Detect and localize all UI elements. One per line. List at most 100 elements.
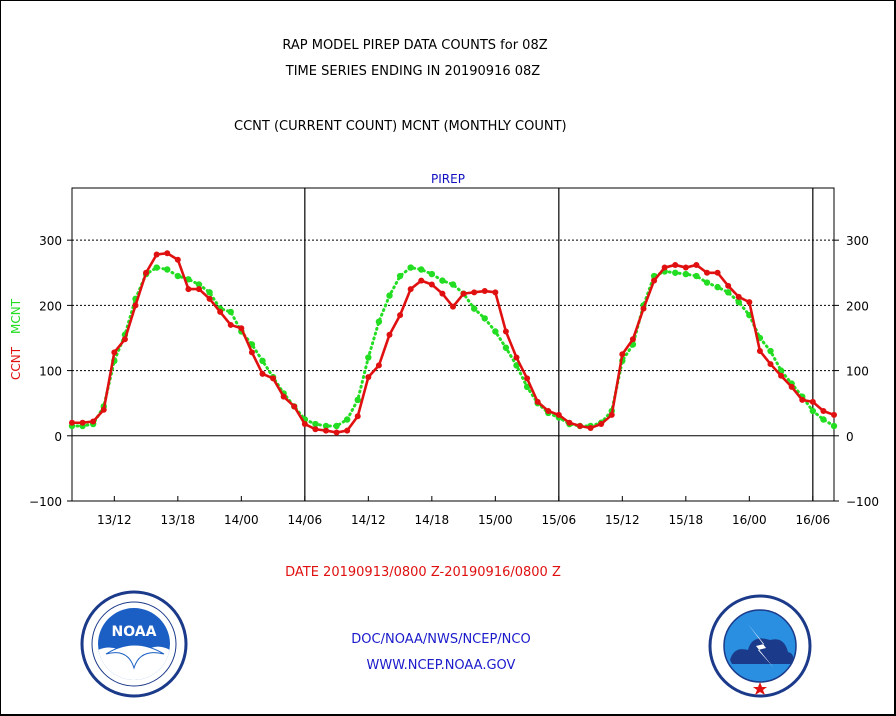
ccnt-point xyxy=(375,362,382,369)
x-tick-label: 16/00 xyxy=(732,513,767,527)
mcnt-point xyxy=(227,308,234,316)
ccnt-point xyxy=(100,406,107,413)
mcnt-point xyxy=(365,354,372,361)
ccnt-point xyxy=(185,286,192,293)
ccnt-point xyxy=(121,336,128,343)
website-link[interactable]: WWW.NCEP.NOAA.GOV xyxy=(366,658,516,673)
ccnt-point xyxy=(206,295,213,302)
ccnt-point xyxy=(301,421,308,428)
x-tick-label: 14/12 xyxy=(351,513,386,527)
ccnt-point xyxy=(704,269,710,276)
x-tick-label: 15/18 xyxy=(669,513,704,527)
ccnt-point xyxy=(502,328,509,335)
chart-title: RAP MODEL PIREP DATA COUNTS for 08Z xyxy=(282,38,548,53)
mcnt-point xyxy=(470,305,478,312)
mcnt-point xyxy=(682,270,690,278)
mcnt-point xyxy=(322,422,330,430)
series-layer xyxy=(68,250,838,436)
national-weather-service-logo-icon xyxy=(708,594,812,698)
ccnt-point xyxy=(799,396,806,403)
y-tick-label-right: 200 xyxy=(846,299,869,313)
ccnt-point xyxy=(788,383,795,390)
ccnt-point xyxy=(407,286,414,293)
ccnt-point xyxy=(735,293,742,300)
ccnt-point xyxy=(386,331,393,338)
ccnt-point xyxy=(608,411,615,418)
mcnt-point xyxy=(693,272,700,280)
mcnt-point xyxy=(830,422,838,430)
mcnt-point xyxy=(428,270,436,278)
ccnt-point xyxy=(227,321,234,328)
ccnt-point xyxy=(746,299,753,306)
ccnt-point xyxy=(651,277,658,284)
mcnt-point xyxy=(513,362,520,369)
ccnt-point xyxy=(566,419,573,426)
ccnt-point xyxy=(756,348,763,355)
ccnt-point xyxy=(471,289,478,296)
ccnt-point xyxy=(460,290,467,297)
credit-line: DOC/NOAA/NWS/NCEP/NCO xyxy=(351,632,531,647)
mcnt-point xyxy=(164,266,171,273)
mcnt-point xyxy=(820,416,827,423)
x-tick-label: 14/18 xyxy=(415,513,450,527)
ccnt-point xyxy=(111,349,118,356)
ccnt-point xyxy=(481,288,488,295)
ccnt-point xyxy=(492,289,499,296)
mcnt-point xyxy=(439,277,446,284)
x-tick-label: 16/06 xyxy=(796,513,831,527)
y-tick-label-left: −100 xyxy=(29,495,62,509)
chart-title-line2: TIME SERIES ENDING IN 20190916 08Z xyxy=(285,64,541,79)
ccnt-point xyxy=(323,427,329,434)
ccnt-point xyxy=(397,312,404,319)
ccnt-point xyxy=(725,282,732,289)
mcnt-point xyxy=(492,328,499,335)
ccnt-point xyxy=(69,419,75,426)
ccnt-point xyxy=(619,351,626,358)
ccnt-point xyxy=(714,269,721,276)
mcnt-point xyxy=(407,264,414,271)
ccnt-point xyxy=(79,419,86,426)
ccnt-point xyxy=(587,424,594,431)
chart-subtitle: CCNT (CURRENT COUNT) MCNT (MONTHLY COUNT… xyxy=(234,119,567,134)
mcnt-point xyxy=(375,318,383,325)
y-axis-label-ccnt: CCNT xyxy=(9,346,23,380)
mcnt-point xyxy=(502,344,510,351)
mcnt-point xyxy=(354,396,361,404)
y-tick-label-left: 200 xyxy=(39,299,62,313)
ccnt-point xyxy=(312,426,319,433)
mcnt-point xyxy=(735,298,742,306)
mcnt-point xyxy=(672,269,679,276)
y-tick-label-right: −100 xyxy=(846,495,879,509)
ccnt-point xyxy=(344,427,351,434)
plot-area xyxy=(71,187,835,502)
ccnt-point xyxy=(767,361,774,368)
mcnt-point xyxy=(206,289,213,296)
ccnt-point xyxy=(164,250,171,257)
series-line-mcnt xyxy=(70,265,836,428)
x-tick-label: 15/00 xyxy=(478,513,513,527)
ccnt-point xyxy=(143,269,150,276)
mcnt-point xyxy=(174,272,182,280)
axis-layer xyxy=(67,187,839,502)
ccnt-point xyxy=(259,370,266,377)
ccnt-point xyxy=(672,261,679,268)
ccnt-point xyxy=(418,277,425,284)
mcnt-point xyxy=(809,407,817,415)
y-tick-label-right: 0 xyxy=(846,430,854,444)
ccnt-point xyxy=(693,261,700,268)
ccnt-point xyxy=(524,375,531,382)
y-tick-label-left: 100 xyxy=(39,365,62,379)
ccnt-point xyxy=(174,256,181,263)
mcnt-point xyxy=(523,383,531,391)
ccnt-point xyxy=(428,281,435,288)
mcnt-point xyxy=(333,422,340,430)
noaa-logo-icon: NOAA xyxy=(80,590,188,698)
ccnt-point xyxy=(248,349,255,356)
mcnt-point xyxy=(714,283,721,291)
ccnt-point xyxy=(831,411,837,418)
mcnt-point xyxy=(153,264,160,271)
ccnt-point xyxy=(439,290,446,297)
ccnt-point xyxy=(513,354,520,361)
ccnt-point xyxy=(354,413,361,420)
ccnt-point xyxy=(598,421,605,428)
